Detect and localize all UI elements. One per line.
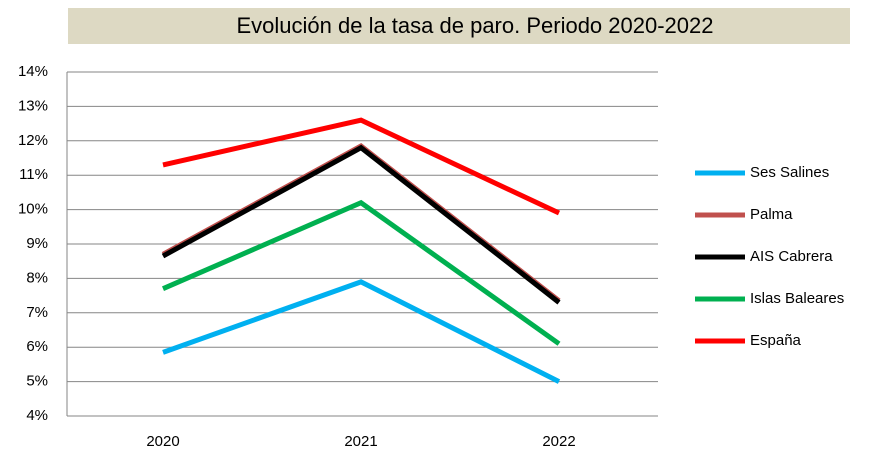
series-line (162, 279, 561, 384)
y-tick-label: 10% (18, 201, 48, 218)
series-line (161, 144, 561, 305)
y-tick-label: 5% (26, 373, 48, 390)
y-tick-label: 11% (19, 166, 48, 183)
y-tick-label: 8% (26, 269, 48, 286)
legend-label: Palma (750, 206, 793, 223)
series-line (162, 117, 561, 216)
y-tick-label: 4% (26, 407, 48, 424)
y-tick-label: 14% (18, 63, 48, 80)
y-tick-label: 12% (18, 132, 48, 149)
x-tick-label: 2020 (146, 433, 179, 450)
y-tick-label: 13% (18, 97, 48, 114)
legend-label: AIS Cabrera (750, 248, 833, 265)
y-tick-label: 6% (26, 338, 48, 355)
legend-label: Islas Baleares (750, 290, 844, 307)
x-tick-label: 2021 (344, 433, 377, 450)
legend-label: Ses Salines (750, 164, 829, 181)
y-tick-label: 9% (26, 235, 48, 252)
title-band (68, 8, 850, 44)
x-tick-label: 2022 (542, 433, 575, 450)
series-line (162, 199, 561, 346)
chart-title: Evolución de la tasa de paro. Periodo 20… (236, 13, 713, 38)
y-tick-label: 7% (26, 304, 48, 321)
legend-label: España (750, 332, 802, 349)
